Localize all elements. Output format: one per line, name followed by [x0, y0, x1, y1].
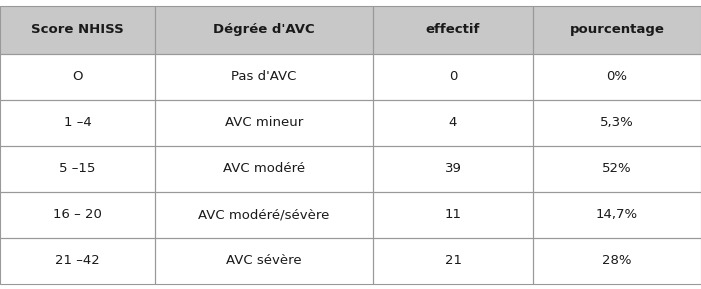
Text: 39: 39 — [444, 162, 461, 175]
Bar — [373, 192, 533, 238]
Bar — [0, 192, 155, 238]
Text: 0%: 0% — [606, 70, 627, 83]
Bar — [373, 5, 533, 53]
Bar — [373, 238, 533, 284]
Bar — [155, 53, 373, 99]
Bar — [533, 145, 701, 192]
Bar — [0, 53, 155, 99]
Bar — [373, 145, 533, 192]
Text: effectif: effectif — [426, 23, 480, 36]
Text: AVC sévère: AVC sévère — [226, 254, 302, 267]
Bar — [0, 238, 155, 284]
Text: 5 –15: 5 –15 — [60, 162, 96, 175]
Bar — [155, 99, 373, 145]
Text: 21 –42: 21 –42 — [55, 254, 100, 267]
Bar — [0, 145, 155, 192]
Text: AVC modéré: AVC modéré — [223, 162, 305, 175]
Bar — [0, 192, 155, 238]
Text: 21: 21 — [444, 254, 461, 267]
Bar — [533, 99, 701, 145]
Bar — [533, 192, 701, 238]
Text: 16 – 20: 16 – 20 — [53, 208, 102, 221]
Text: 14,7%: 14,7% — [596, 208, 638, 221]
Bar — [155, 145, 373, 192]
Bar — [0, 99, 155, 145]
Bar — [0, 238, 155, 284]
Bar — [373, 5, 533, 53]
Bar — [155, 53, 373, 99]
Bar — [533, 145, 701, 192]
Bar — [373, 145, 533, 192]
Bar — [155, 145, 373, 192]
Bar — [155, 238, 373, 284]
Bar — [0, 145, 155, 192]
Bar — [533, 5, 701, 53]
Bar — [533, 238, 701, 284]
Text: Dégrée d'AVC: Dégrée d'AVC — [213, 23, 315, 36]
Bar — [533, 238, 701, 284]
Text: 1 –4: 1 –4 — [64, 116, 91, 129]
Text: 28%: 28% — [602, 254, 632, 267]
Bar — [155, 5, 373, 53]
Text: Score NHISS: Score NHISS — [31, 23, 124, 36]
Bar — [155, 238, 373, 284]
Bar — [373, 53, 533, 99]
Bar — [155, 192, 373, 238]
Text: 0: 0 — [449, 70, 457, 83]
Bar — [373, 99, 533, 145]
Text: O: O — [72, 70, 83, 83]
Bar — [0, 53, 155, 99]
Bar — [373, 192, 533, 238]
Bar — [373, 99, 533, 145]
Text: AVC mineur: AVC mineur — [225, 116, 303, 129]
Bar — [0, 99, 155, 145]
Text: AVC modéré/sévère: AVC modéré/sévère — [198, 208, 329, 221]
Bar — [0, 5, 155, 53]
Text: 5,3%: 5,3% — [600, 116, 634, 129]
Text: Pas d'AVC: Pas d'AVC — [231, 70, 297, 83]
Bar — [0, 5, 155, 53]
Bar — [373, 53, 533, 99]
Bar — [155, 5, 373, 53]
Bar — [533, 99, 701, 145]
Bar — [533, 192, 701, 238]
Text: 11: 11 — [444, 208, 461, 221]
Bar — [533, 53, 701, 99]
Text: 4: 4 — [449, 116, 457, 129]
Bar — [533, 5, 701, 53]
Bar — [155, 99, 373, 145]
Text: 52%: 52% — [602, 162, 632, 175]
Bar — [373, 238, 533, 284]
Text: pourcentage: pourcentage — [569, 23, 665, 36]
Bar — [533, 53, 701, 99]
Bar — [155, 192, 373, 238]
